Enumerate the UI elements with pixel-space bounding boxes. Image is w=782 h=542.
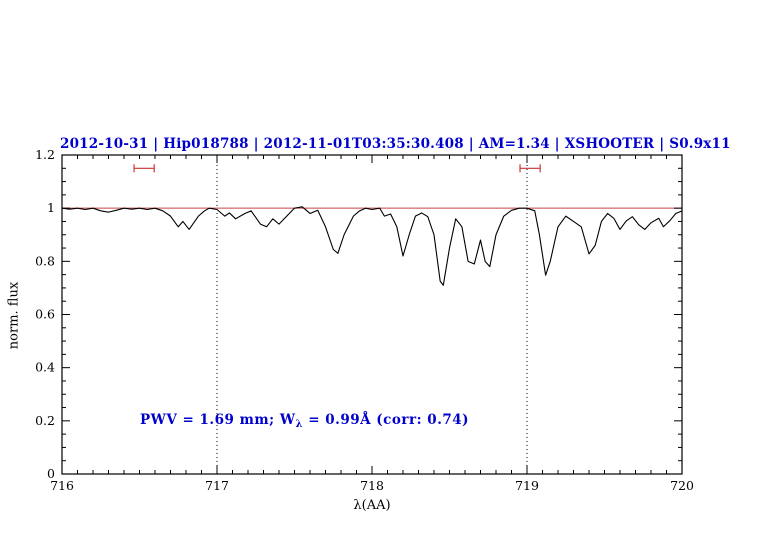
svg-text:0.2: 0.2 <box>35 413 55 428</box>
annotation-text-width: = 0.99Å (corr: 0.74) <box>303 412 470 428</box>
svg-text:717: 717 <box>205 478 229 493</box>
plot-title: 2012-10-31 | Hip018788 | 2012-11-01T03:3… <box>60 136 731 152</box>
annotation-text-pwv: PWV = 1.69 mm; W <box>140 412 296 428</box>
svg-text:720: 720 <box>670 478 694 493</box>
svg-text:716: 716 <box>50 478 74 493</box>
svg-text:1: 1 <box>47 200 55 215</box>
x-axis-label: λ(AA) <box>353 498 391 513</box>
svg-text:719: 719 <box>515 478 539 493</box>
svg-text:0.8: 0.8 <box>35 253 55 268</box>
svg-text:718: 718 <box>360 478 384 493</box>
svg-text:0: 0 <box>47 466 55 481</box>
svg-text:0.6: 0.6 <box>35 307 55 322</box>
svg-text:1.2: 1.2 <box>35 147 55 162</box>
pwv-annotation: PWV = 1.69 mm; Wλ = 0.99Å (corr: 0.74) <box>140 412 469 430</box>
svg-text:0.4: 0.4 <box>35 360 55 375</box>
y-axis-label: norm. flux <box>6 281 22 350</box>
annotation-lambda-subscript: λ <box>295 419 304 430</box>
